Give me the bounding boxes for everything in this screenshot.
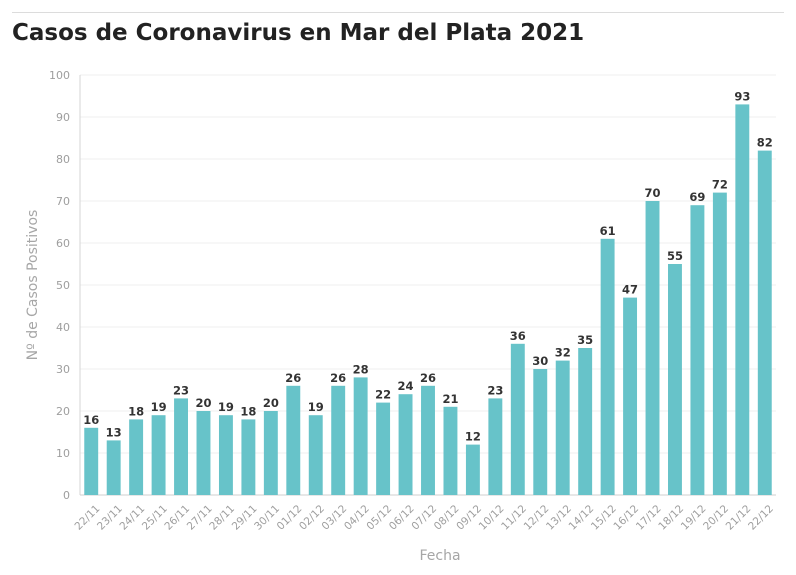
bar [196,411,211,495]
data-label: 30 [532,354,548,368]
data-label: 23 [173,383,189,397]
y-tick-label: 90 [56,111,70,124]
chart-title: Casos de Coronavirus en Mar del Plata 20… [12,20,585,46]
bar [712,192,727,495]
bar [533,369,548,495]
y-tick-label: 80 [56,153,70,166]
data-label: 19 [218,400,234,414]
data-label: 26 [285,371,301,385]
data-labels: 16 13 18 19 23 20 19 18 20 26 19 26 28 22 24 26 21 12 23 36… [83,89,773,443]
data-label: 20 [263,396,279,410]
data-label: 93 [734,89,750,103]
data-label: 16 [83,413,99,427]
y-tick-label: 60 [56,237,70,250]
bar [129,419,144,495]
data-label: 47 [622,283,638,297]
x-axis-title: Fecha [419,548,460,564]
data-label: 19 [308,400,324,414]
bar [151,415,166,495]
bar [421,385,435,495]
bar [308,415,323,495]
data-label: 24 [398,379,414,393]
y-tick-label: 40 [56,321,70,334]
bar [555,360,570,495]
bar [645,201,660,495]
x-tick-label: 22/12 [746,503,776,533]
bar [218,415,233,495]
data-label: 22 [375,388,391,402]
y-axis-title: Nº de Casos Positivos [25,210,41,361]
bar [353,377,368,495]
y-tick-label: 100 [49,69,70,82]
data-label: 12 [465,430,481,444]
data-label: 28 [353,362,369,376]
data-label: 13 [106,425,122,439]
data-label: 32 [555,346,571,360]
bar [443,406,458,495]
bar [488,398,503,495]
bar [376,402,391,495]
bars [84,104,772,496]
bar [690,205,705,495]
bar [510,343,525,495]
gridlines [80,74,776,454]
y-tick-label: 10 [56,447,70,460]
data-label: 19 [151,400,167,414]
top-divider [12,12,784,13]
y-axis-ticks: 0 10 20 30 40 50 60 70 80 90 100 [49,69,70,502]
x-axis-ticks: 22/1123/1124/1125/1126/1127/1128/1129/11… [73,503,776,533]
data-label: 26 [330,371,346,385]
data-label: 70 [645,186,661,200]
y-tick-label: 20 [56,405,70,418]
bar [331,385,346,495]
bar [241,419,256,495]
bar [668,264,682,495]
bar [263,411,278,495]
bar [398,394,413,495]
y-tick-label: 30 [56,363,70,376]
data-label: 26 [420,371,436,385]
data-label: 18 [240,404,256,418]
bar [286,385,301,495]
data-label: 21 [442,392,458,406]
data-label: 82 [757,136,773,150]
bar [465,444,480,495]
bar [578,348,593,495]
bar [623,297,638,495]
data-label: 23 [487,383,503,397]
data-label: 18 [128,404,144,418]
data-label: 61 [600,224,616,238]
data-label: 20 [195,396,211,410]
bar [600,238,615,496]
bar [757,150,772,495]
bar [735,104,750,496]
data-label: 36 [510,329,526,343]
data-label: 72 [712,178,728,192]
y-tick-label: 70 [56,195,70,208]
data-label: 55 [667,249,683,263]
bar [106,440,121,495]
y-tick-label: 0 [63,489,70,502]
data-label: 35 [577,333,593,347]
data-label: 69 [689,190,705,204]
bar [174,398,188,495]
bar [84,427,99,495]
y-tick-label: 50 [56,279,70,292]
